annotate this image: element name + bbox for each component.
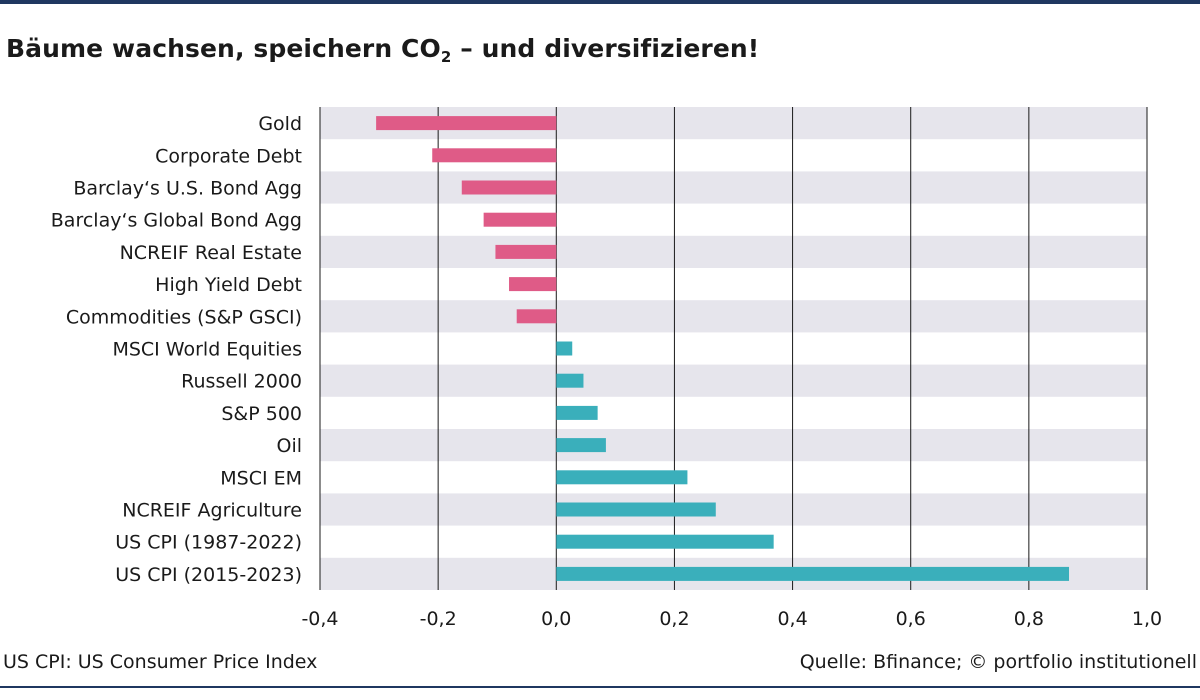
bar — [495, 244, 557, 259]
source-note: Quelle: Bfinance; © portfolio institutio… — [799, 651, 1197, 673]
bar — [376, 116, 557, 131]
bar — [556, 373, 584, 388]
bar-chart: Gold Corporate Debt Barclay‘s U.S. Bond Ag… — [51, 107, 1162, 630]
category-label: Russell 2000 — [181, 371, 302, 393]
x-tick-label: 0,2 — [659, 608, 689, 630]
category-label: NCREIF Agriculture — [122, 500, 302, 522]
bar — [556, 405, 598, 420]
bar — [461, 180, 557, 195]
row-band — [320, 493, 1147, 526]
bar — [516, 309, 557, 324]
x-tick-label: 0,0 — [541, 608, 571, 630]
row-band — [320, 300, 1147, 333]
bar — [556, 502, 716, 517]
x-tick-label: 0,8 — [1014, 608, 1044, 630]
category-label: US CPI (2015-2023) — [115, 564, 302, 586]
bar — [509, 277, 557, 292]
top-rule — [0, 0, 1200, 4]
row-band — [320, 429, 1147, 462]
category-label: Commodities (S&P GSCI) — [66, 306, 302, 328]
row-band — [320, 171, 1147, 204]
bar — [432, 148, 557, 163]
category-label: NCREIF Real Estate — [120, 242, 302, 264]
bar — [556, 438, 606, 453]
bar — [556, 566, 1070, 581]
x-tick-label: -0,4 — [301, 608, 338, 630]
category-label: Gold — [258, 113, 302, 135]
x-tick-label: -0,2 — [420, 608, 457, 630]
bar — [556, 341, 573, 356]
category-label: MSCI EM — [220, 467, 302, 489]
category-label: US CPI (1987-2022) — [115, 532, 302, 554]
category-label: Barclay‘s U.S. Bond Agg — [73, 178, 302, 200]
category-label: Barclay‘s Global Bond Agg — [51, 210, 302, 232]
chart-title: Bäume wachsen, speichern CO2 – und diver… — [6, 34, 760, 66]
bar — [556, 470, 688, 485]
category-label: Oil — [276, 435, 302, 457]
title-subscript: 2 — [440, 48, 452, 66]
title-text-end: – und diversifizieren! — [451, 34, 760, 63]
x-tick-label: 0,6 — [896, 608, 926, 630]
category-label: S&P 500 — [221, 403, 302, 425]
bar — [483, 212, 557, 227]
x-tick-label: 1,0 — [1132, 608, 1162, 630]
bottom-rule — [0, 686, 1200, 688]
footnote: US CPI: US Consumer Price Index — [3, 651, 318, 673]
category-label: MSCI World Equities — [112, 339, 302, 361]
bar — [556, 534, 774, 549]
row-band — [320, 235, 1147, 268]
x-tick-label: 0,4 — [777, 608, 807, 630]
row-band — [320, 364, 1147, 397]
category-label: High Yield Debt — [155, 274, 302, 296]
title-text: Bäume wachsen, speichern CO — [6, 34, 441, 63]
category-label: Corporate Debt — [155, 145, 302, 167]
